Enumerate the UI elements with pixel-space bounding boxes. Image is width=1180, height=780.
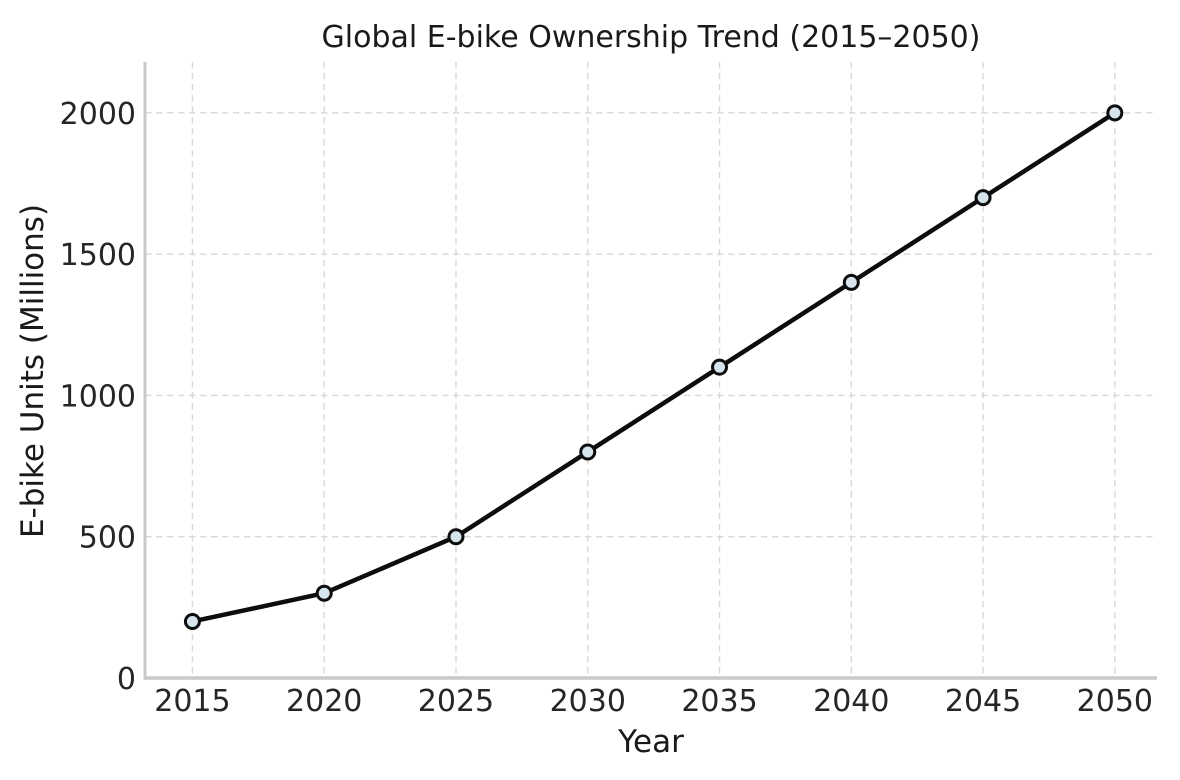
x-axis-label: Year [618,724,684,760]
data-point-2035 [711,358,729,376]
data-point-2020 [315,584,333,602]
y-tick-label: 1000 [60,379,136,414]
y-tick-label: 0 [117,662,136,697]
y-tick-label: 500 [79,521,136,556]
x-tick-label: 2015 [154,684,230,719]
y-tick-label: 2000 [60,97,136,132]
trend-line [190,110,1118,624]
y-tick-label: 1500 [60,238,136,273]
data-point-2030 [579,443,597,461]
y-axis-label: E-bike Units (Millions) [15,203,51,539]
x-tick-label: 2045 [945,684,1021,719]
data-point-2015 [183,612,201,630]
x-tick-label: 2035 [681,684,757,719]
data-point-2050 [1106,104,1124,122]
x-tick-label: 2040 [813,684,889,719]
x-tick-label: 2025 [418,684,494,719]
x-tick-label: 2020 [286,684,362,719]
data-point-2025 [447,528,465,546]
chart-title: Global E-bike Ownership Trend (2015–2050… [321,20,981,55]
x-tick-label: 2030 [550,684,626,719]
data-point-2045 [974,189,992,207]
x-tick-label: 2050 [1077,684,1153,719]
data-point-2040 [842,273,860,291]
